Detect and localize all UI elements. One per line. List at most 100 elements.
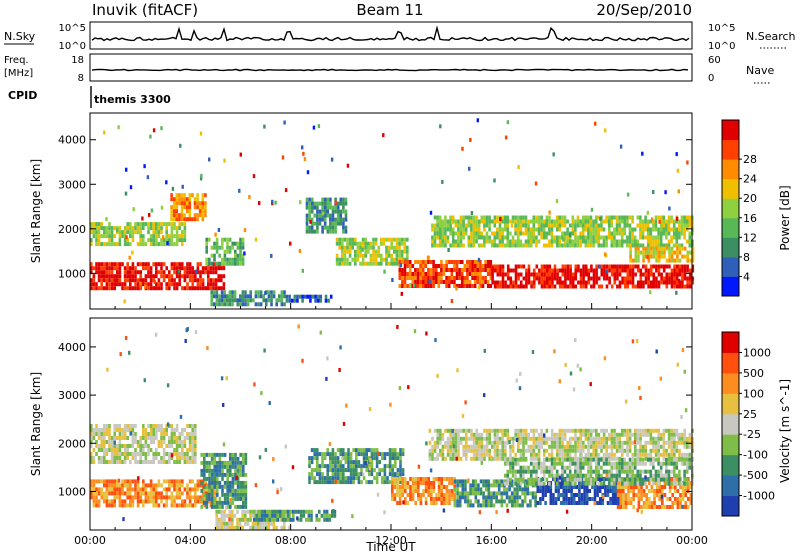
power-cell bbox=[532, 231, 536, 236]
power-cell bbox=[553, 235, 556, 240]
velocity-cell bbox=[139, 444, 142, 448]
velocity-cell bbox=[236, 460, 240, 465]
power-cell bbox=[509, 284, 513, 289]
power-cell bbox=[213, 302, 216, 307]
power-cell bbox=[532, 239, 536, 244]
power-cell bbox=[306, 294, 310, 299]
velocity-cell bbox=[334, 460, 337, 465]
power-cell bbox=[147, 286, 150, 291]
velocity-cell bbox=[440, 497, 443, 501]
power-cell bbox=[139, 238, 142, 243]
power-cell bbox=[535, 235, 538, 240]
velocity-cell bbox=[477, 491, 480, 496]
power-cell bbox=[416, 280, 420, 284]
power-cell bbox=[574, 227, 577, 232]
velocity-cell bbox=[131, 456, 135, 460]
velocity-cell bbox=[362, 456, 366, 461]
velocity-cell bbox=[398, 489, 402, 493]
power-x-ticks bbox=[89, 303, 693, 309]
velocity-cell bbox=[613, 428, 616, 433]
power-cell bbox=[566, 272, 570, 277]
power-cell bbox=[108, 238, 111, 243]
power-cell bbox=[662, 227, 666, 232]
power-cell bbox=[676, 250, 679, 255]
power-cell bbox=[118, 242, 122, 247]
velocity-cell bbox=[632, 485, 635, 489]
velocity-cell bbox=[639, 436, 642, 441]
power-speckle bbox=[309, 219, 312, 224]
velocity-cell bbox=[562, 493, 566, 497]
velocity-cell bbox=[613, 432, 616, 437]
power-cell bbox=[168, 234, 171, 239]
power-cell bbox=[372, 245, 375, 250]
power-cell bbox=[592, 272, 596, 277]
velocity-cell bbox=[602, 428, 606, 433]
velocity-cell bbox=[595, 448, 598, 453]
power-cell bbox=[561, 243, 564, 248]
power-speckle bbox=[476, 118, 479, 123]
velocity-cell bbox=[461, 487, 465, 492]
power-cell bbox=[673, 250, 677, 255]
power-cell bbox=[660, 264, 663, 269]
y-tick-label: 1000 bbox=[58, 267, 86, 280]
velocity-cell bbox=[440, 485, 443, 489]
velocity-cell bbox=[566, 440, 569, 445]
velocity-cell bbox=[381, 468, 384, 473]
power-cell bbox=[657, 250, 661, 255]
velocity-cell bbox=[139, 487, 142, 492]
power-cell bbox=[535, 239, 538, 244]
power-cell bbox=[434, 276, 438, 280]
power-cell bbox=[449, 223, 452, 228]
power-cell bbox=[459, 215, 463, 220]
power-cell bbox=[481, 280, 485, 284]
power-cell bbox=[144, 274, 148, 279]
velocity-cell bbox=[615, 456, 619, 461]
power-cell bbox=[646, 239, 650, 244]
power-cell bbox=[485, 219, 489, 224]
velocity-cell bbox=[445, 497, 449, 501]
power-cell bbox=[581, 227, 585, 232]
velocity-cell bbox=[344, 452, 348, 457]
velocity-cell bbox=[589, 444, 593, 449]
power-cell bbox=[346, 249, 349, 254]
power-cell bbox=[403, 249, 406, 254]
power-cell bbox=[542, 227, 546, 232]
velocity-cell bbox=[134, 460, 137, 464]
power-cell bbox=[441, 235, 445, 240]
velocity-cell bbox=[514, 452, 517, 457]
velocity-cell bbox=[162, 436, 166, 440]
velocity-cell bbox=[175, 448, 179, 452]
velocity-cell bbox=[208, 484, 211, 489]
velocity-cell bbox=[546, 485, 550, 489]
power-cell bbox=[123, 242, 127, 247]
velocity-cell bbox=[160, 428, 163, 432]
power-cell bbox=[449, 243, 452, 248]
power-speckle bbox=[123, 299, 126, 304]
velocity-cell bbox=[422, 489, 425, 493]
velocity-cell bbox=[558, 428, 562, 433]
power-cell bbox=[403, 276, 407, 280]
power-cell bbox=[489, 284, 493, 288]
power-cell bbox=[147, 282, 150, 287]
power-cell bbox=[342, 201, 345, 206]
power-cell bbox=[398, 268, 402, 272]
velocity-cell bbox=[399, 468, 402, 473]
power-speckle bbox=[504, 135, 508, 140]
power-cell bbox=[165, 274, 168, 279]
power-cell bbox=[514, 227, 517, 232]
power-cell bbox=[605, 235, 608, 240]
power-cell bbox=[489, 268, 493, 272]
velocity-cell bbox=[215, 521, 218, 526]
velocity-cell bbox=[611, 489, 615, 493]
velocity-cell bbox=[162, 479, 166, 484]
velocity-cell bbox=[458, 483, 462, 488]
power-cell bbox=[380, 241, 383, 246]
velocity-cell bbox=[592, 448, 595, 453]
power-cell bbox=[126, 226, 129, 231]
velocity-cell bbox=[242, 480, 245, 485]
power-cell bbox=[644, 219, 647, 224]
velocity-cell bbox=[239, 496, 242, 501]
power-cell bbox=[398, 284, 402, 288]
power-cell bbox=[615, 227, 619, 232]
power-cell bbox=[262, 294, 265, 299]
